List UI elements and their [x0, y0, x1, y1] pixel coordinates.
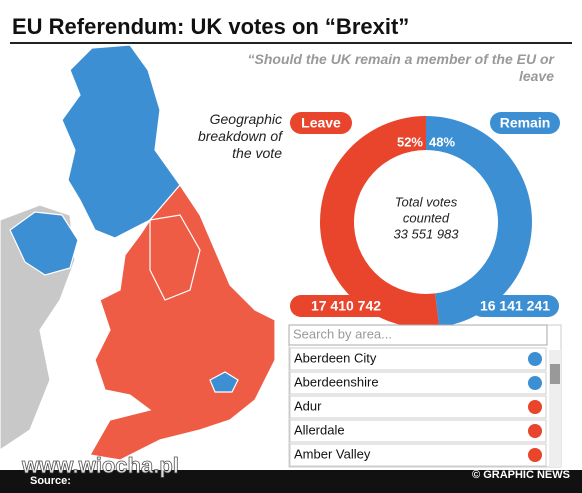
row-dot — [528, 448, 542, 462]
watermark: www.wiocha.pl — [21, 453, 179, 478]
row-name: Aberdeen City — [294, 350, 377, 365]
legend-label-pill — [490, 112, 560, 134]
search-box[interactable] — [288, 324, 548, 346]
row-dot — [528, 376, 542, 390]
row-dot — [528, 352, 542, 366]
row-dot — [528, 400, 542, 414]
footer-bar — [0, 470, 582, 493]
value-label: 48% — [429, 134, 455, 149]
legend-label: Leave — [301, 115, 341, 131]
list-row[interactable] — [289, 371, 547, 395]
row-name: Allerdale — [294, 422, 345, 437]
donut-wedge — [320, 116, 440, 328]
list-row[interactable] — [289, 443, 547, 467]
caption: Geographic breakdown of the vote — [198, 111, 284, 161]
title: EU Referendum: UK votes on “Brexit” — [12, 14, 409, 39]
count-label-pill — [471, 295, 559, 317]
search-placeholder: Search by area... — [293, 326, 392, 341]
legend-label: Remain — [500, 115, 551, 131]
scroll-thumb[interactable] — [550, 364, 560, 384]
list-row[interactable] — [289, 347, 547, 371]
count-label-pill — [290, 295, 402, 317]
count-label: 17 410 742 — [311, 298, 381, 314]
subtitle: “Should the UK remain a member of the EU… — [248, 51, 556, 84]
list-row[interactable] — [289, 395, 547, 419]
center-text: counted — [403, 210, 450, 225]
row-name: Adur — [294, 398, 322, 413]
center-text: Total votes — [395, 194, 458, 209]
map — [0, 44, 276, 461]
source: Source: — [30, 475, 71, 487]
legend-label-pill — [290, 112, 352, 134]
value-label: 52% — [397, 134, 423, 149]
credit: © GRAPHIC NEWS — [472, 469, 570, 481]
count-label: 16 141 241 — [480, 298, 550, 314]
row-dot — [528, 424, 542, 438]
donut-wedge — [426, 116, 533, 328]
row-name: Aberdeenshire — [294, 374, 379, 389]
row-name: Amber Valley — [294, 446, 371, 461]
center-text: 33 551 983 — [393, 226, 459, 241]
list-row[interactable] — [289, 419, 547, 443]
